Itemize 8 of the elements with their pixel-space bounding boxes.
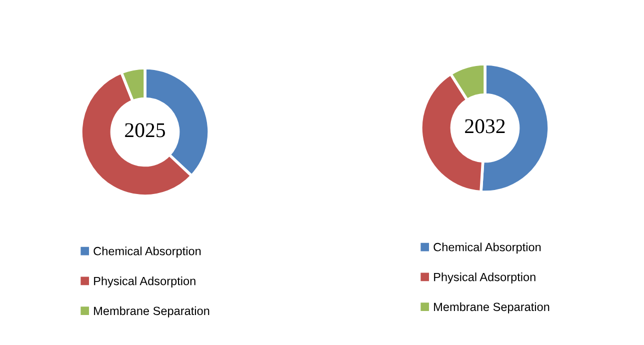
text: 2025 <box>125 123 166 138</box>
legend-label: Physical Adsorption <box>434 272 536 284</box>
text: 2032 <box>465 119 505 134</box>
legend-label: Membrane Separation <box>434 302 550 314</box>
legend-label: Physical Adsorption <box>94 276 196 288</box>
legend-label: Chemical Absorption <box>434 242 541 254</box>
legend-label: Chemical Absorption <box>94 246 201 258</box>
legend-label: Membrane Separation <box>94 306 210 318</box>
